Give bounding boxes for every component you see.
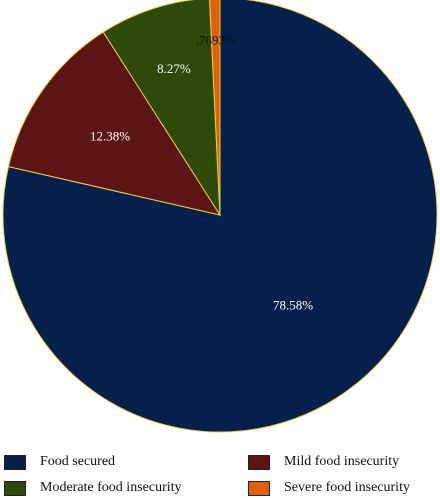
legend-label-moderate-food-insecurity: Moderate food insecurity [40, 480, 182, 495]
legend-swatch-mild-food-insecurity [248, 454, 270, 470]
slice-label-mild-food-insecurity: 12.38% [90, 128, 130, 143]
pie-slice-mild-food-insecurity [7, 31, 222, 216]
legend-item-severe-food-insecurity: Severe food insecurity [248, 478, 410, 498]
pie-chart: 78.58% 12.38% 8.27% .7693% [2, 0, 438, 433]
legend-swatch-severe-food-insecurity [248, 480, 270, 496]
legend-label-food-secured: Food secured [40, 454, 116, 469]
pie-slice-food-secured [2, 0, 438, 433]
pie-slice-severe-food-insecurity [209, 0, 221, 216]
pie-slice-moderate-food-insecurity [102, 0, 221, 217]
legend-label-severe-food-insecurity: Severe food insecurity [284, 480, 410, 495]
legend-label-mild-food-insecurity: Mild food insecurity [284, 454, 400, 469]
slice-label-food-secured: 78.58% [273, 298, 313, 313]
slice-label-severe-food-insecurity: .7693% [196, 32, 236, 47]
legend-item-moderate-food-insecurity: Moderate food insecurity [4, 478, 182, 498]
legend-swatch-moderate-food-insecurity [4, 480, 26, 496]
legend-item-food-secured: Food secured [4, 452, 115, 472]
slice-label-moderate-food-insecurity: 8.27% [157, 61, 191, 76]
legend-item-mild-food-insecurity: Mild food insecurity [248, 452, 399, 472]
legend-swatch-food-secured [4, 454, 26, 470]
legend: Food secured Mild food insecurity Modera… [0, 448, 440, 498]
